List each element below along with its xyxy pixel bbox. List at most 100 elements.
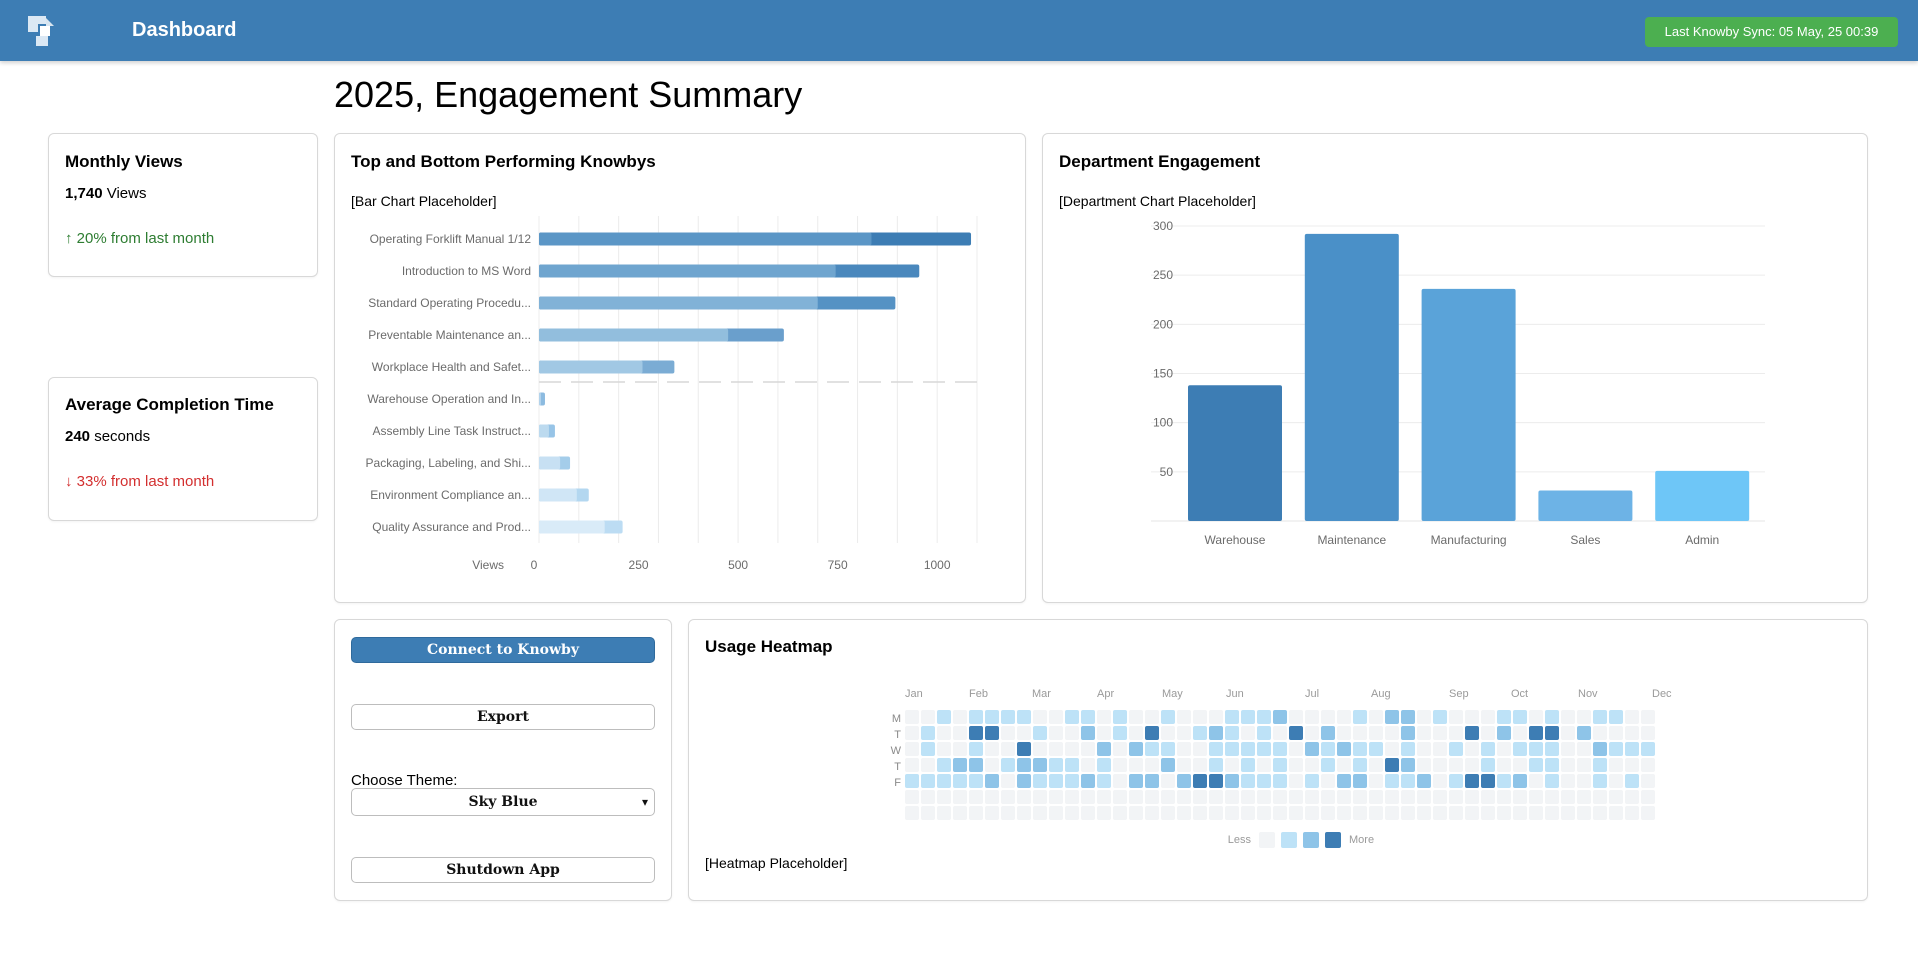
theme-label: Choose Theme: xyxy=(351,772,458,789)
heatmap-cell xyxy=(953,790,967,804)
heatmap-cell xyxy=(1033,710,1047,724)
heatmap-cell xyxy=(1561,790,1575,804)
monthly-views-stat: 1,740 Views xyxy=(65,185,146,202)
heatmap-cell xyxy=(1465,774,1479,788)
heatmap-cell xyxy=(953,710,967,724)
heatmap-cell xyxy=(1337,710,1351,724)
heatmap-cell xyxy=(1257,726,1271,740)
heatmap-cell xyxy=(1177,774,1191,788)
heatmap-cell xyxy=(1081,774,1095,788)
heatmap-cell xyxy=(1097,774,1111,788)
bar xyxy=(539,296,818,310)
heatmap-cell xyxy=(1353,742,1367,756)
heatmap-cell xyxy=(1401,710,1415,724)
heatmap-cell xyxy=(1385,710,1399,724)
heatmap-cell xyxy=(1129,758,1143,772)
heatmap-cell xyxy=(1641,726,1655,740)
heatmap-cell xyxy=(1577,742,1591,756)
heatmap-cell xyxy=(1641,710,1655,724)
heatmap-cell xyxy=(1497,726,1511,740)
department-bar-chart: 50 100 150 200 250 300 Warehouse Maintenance Man… xyxy=(1151,219,1765,547)
heatmap-cell xyxy=(1225,710,1239,724)
heatmap-card: Usage Heatmap Jan Feb Mar Apr May Jun Jul Aug Se… xyxy=(688,619,1868,901)
heatmap-cell xyxy=(1353,758,1367,772)
heatmap-cell xyxy=(1145,806,1159,820)
heatmap-cell xyxy=(1049,710,1063,724)
heatmap-cell xyxy=(1417,790,1431,804)
heatmap-day-label: T xyxy=(894,761,901,773)
y-tick-label: 150 xyxy=(1153,367,1173,381)
department-chart-placeholder: [Department Chart Placeholder] xyxy=(1059,193,1256,209)
y-tick-label: 200 xyxy=(1153,317,1173,331)
heatmap-cell xyxy=(969,726,983,740)
heatmap-cell xyxy=(1337,774,1351,788)
top-bar: Dashboard Last Knowby Sync: 05 May, 25 0… xyxy=(0,0,1918,61)
heatmap-cell xyxy=(1081,758,1095,772)
heatmap-cell xyxy=(1609,790,1623,804)
heatmap-cell xyxy=(1209,790,1223,804)
heatmap-cell xyxy=(937,774,951,788)
heatmap-cell xyxy=(1081,742,1095,756)
actions-card: Connect to Knowby Export Choose Theme: S… xyxy=(334,619,672,901)
heatmap-cell xyxy=(1001,742,1015,756)
heatmap-cell xyxy=(1049,726,1063,740)
heatmap-cell xyxy=(1593,790,1607,804)
heatmap-cell xyxy=(937,726,951,740)
heatmap-cell xyxy=(1177,726,1191,740)
heatmap-cell xyxy=(1529,774,1543,788)
heatmap-cell xyxy=(1401,790,1415,804)
heatmap-cell xyxy=(1641,774,1655,788)
heatmap-cell xyxy=(1065,742,1079,756)
shutdown-app-button[interactable]: Shutdown App xyxy=(351,857,655,883)
heatmap-cell xyxy=(1257,790,1271,804)
heatmap-cell xyxy=(1225,790,1239,804)
theme-select[interactable]: Sky Blue ▾ xyxy=(351,788,655,816)
heatmap-cell xyxy=(1417,758,1431,772)
heatmap-cell xyxy=(937,742,951,756)
heatmap-cell xyxy=(1625,726,1639,740)
x-tick-label: Maintenance xyxy=(1317,533,1386,547)
monthly-views-delta: ↑ 20% from last month xyxy=(65,230,215,247)
monthly-views-card: Monthly Views 1,740 Views ↑ 20% from las… xyxy=(48,133,318,277)
heatmap-cell xyxy=(1289,726,1303,740)
heatmap-cell xyxy=(1481,774,1495,788)
heatmap-cell xyxy=(1097,742,1111,756)
heatmap-cell xyxy=(1513,806,1527,820)
heatmap-cell xyxy=(1097,758,1111,772)
heatmap-legend-swatch xyxy=(1303,832,1319,848)
heatmap-cell xyxy=(1065,758,1079,772)
heatmap-cell xyxy=(1001,806,1015,820)
heatmap-cell xyxy=(1289,806,1303,820)
bar-category-label: Warehouse Operation and In... xyxy=(367,392,531,406)
heatmap-cell xyxy=(1449,806,1463,820)
heatmap-cell xyxy=(1561,742,1575,756)
theme-select-value: Sky Blue xyxy=(468,794,538,810)
avg-completion-title: Average Completion Time xyxy=(65,395,274,414)
heatmap-cell xyxy=(1513,742,1527,756)
heatmap-month-label: Nov xyxy=(1578,688,1598,700)
heatmap-cell xyxy=(1513,790,1527,804)
export-button[interactable]: Export xyxy=(351,704,655,730)
heatmap-cell xyxy=(1385,758,1399,772)
heatmap-cell xyxy=(1385,806,1399,820)
connect-knowby-button[interactable]: Connect to Knowby xyxy=(351,637,655,663)
heatmap-month-label: Feb xyxy=(969,688,988,700)
heatmap-legend-more: More xyxy=(1349,834,1374,846)
heatmap-cell xyxy=(1545,774,1559,788)
heatmap-month-label: Jun xyxy=(1226,688,1244,700)
heatmap-cell xyxy=(1161,806,1175,820)
heatmap-cell xyxy=(1449,742,1463,756)
heatmap-cell xyxy=(1113,806,1127,820)
heatmap-cell xyxy=(1321,742,1335,756)
heatmap-cell xyxy=(1305,758,1319,772)
heatmap-legend-less: Less xyxy=(1228,834,1252,846)
heatmap-cell xyxy=(921,758,935,772)
heatmap-cell xyxy=(1177,742,1191,756)
heatmap-cell xyxy=(1625,742,1639,756)
heatmap-cell xyxy=(1433,710,1447,724)
bar xyxy=(539,392,541,406)
heatmap-month-label: Sep xyxy=(1449,688,1469,700)
heatmap-cell xyxy=(1033,790,1047,804)
heatmap-cell xyxy=(1337,790,1351,804)
knowby-logo-icon[interactable] xyxy=(26,14,60,48)
